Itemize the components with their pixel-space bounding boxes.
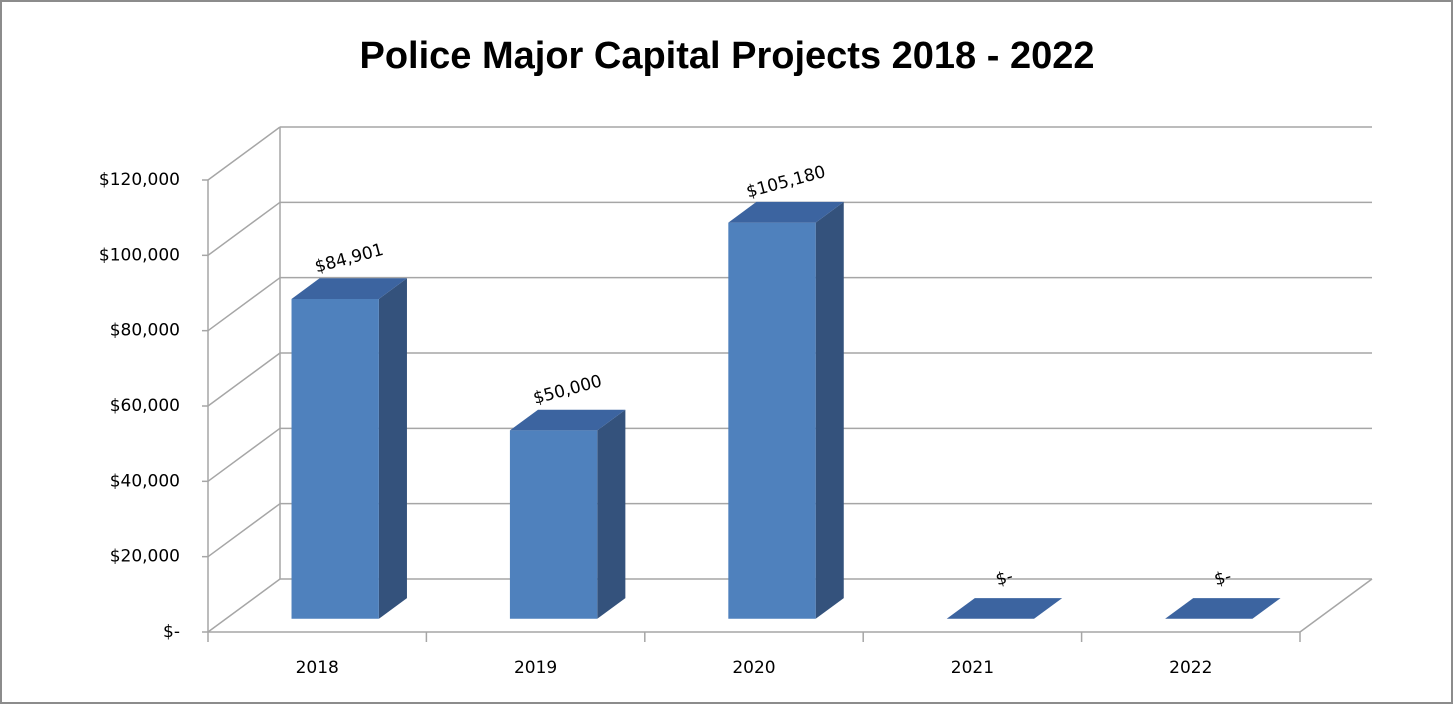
x-tick-label: 2020 (732, 658, 775, 678)
bar (728, 201, 844, 619)
bar-front (509, 430, 598, 619)
bar-top (728, 201, 844, 223)
data-label: $- (994, 567, 1016, 591)
x-tick-label: 2019 (514, 658, 557, 678)
bar-top (509, 409, 626, 431)
y-tick-label: $20,000 (110, 547, 180, 567)
y-tick-label: $80,000 (110, 321, 180, 341)
bar-front (728, 222, 816, 619)
y-tick-label: $60,000 (110, 396, 180, 416)
grid-line (207, 201, 281, 256)
bar (291, 278, 407, 619)
bar-top (291, 278, 407, 299)
x-tick-label: 2021 (951, 658, 994, 678)
data-label: $- (1212, 567, 1234, 591)
grid-line (207, 277, 281, 332)
chart-title: Police Major Capital Projects 2018 - 202… (359, 35, 1094, 77)
y-tick-label: $120,000 (99, 170, 180, 190)
bar-top (1165, 598, 1281, 619)
x-tick-label: 2022 (1169, 658, 1212, 678)
x-tick-label: 2018 (296, 658, 339, 678)
bar-side (597, 409, 626, 619)
y-tick-label: $100,000 (99, 245, 180, 265)
bar-side (378, 278, 407, 619)
grid-line (207, 126, 281, 181)
grid-line (207, 352, 281, 407)
grid-line (207, 503, 281, 558)
bar-top (946, 598, 1063, 619)
grid-line (207, 578, 281, 633)
bar-front (291, 298, 379, 619)
bar (1165, 598, 1281, 619)
bar (946, 598, 1063, 619)
grid-line (207, 427, 281, 482)
bar (509, 409, 626, 619)
y-tick-label: $- (163, 622, 180, 642)
y-tick-label: $40,000 (110, 471, 180, 491)
bar-side (815, 201, 844, 619)
floor-edge (1299, 578, 1373, 633)
